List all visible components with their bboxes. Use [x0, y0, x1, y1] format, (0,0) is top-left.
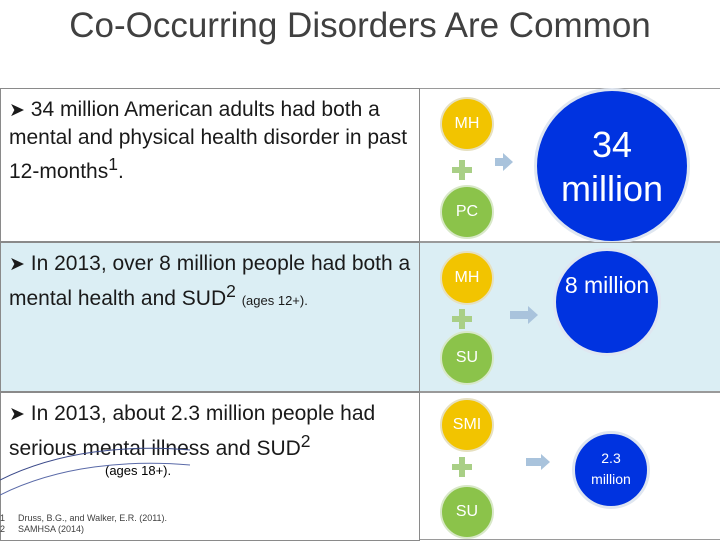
- age-note: (ages 12+).: [241, 293, 308, 308]
- plus-icon: [452, 309, 472, 329]
- arrow-bullet-icon: ➤: [9, 404, 25, 425]
- row-text-box: ➤ 34 million American adults had both a …: [0, 88, 420, 242]
- result-circle: 8 million: [553, 248, 661, 356]
- arrow-bullet-icon: ➤: [9, 254, 25, 275]
- smi-circle: SMI: [440, 398, 494, 452]
- row-mental-physical: ➤ 34 million American adults had both a …: [0, 88, 720, 244]
- pc-circle: PC: [440, 185, 494, 239]
- slide-title: Co-Occurring Disorders Are Common: [69, 6, 651, 45]
- right-arrow-icon: [495, 153, 513, 171]
- mh-circle: MH: [440, 251, 494, 305]
- mh-circle: MH: [440, 97, 494, 151]
- plus-icon: [452, 457, 472, 477]
- age-note: (ages 18+).: [105, 463, 172, 478]
- result-circle: 2.3 million: [572, 431, 650, 509]
- row-text-box: ➤ In 2013, over 8 million people had bot…: [0, 242, 420, 392]
- footnote-ref: 2: [300, 431, 311, 451]
- row-text: ➤ In 2013, over 8 million people had bot…: [9, 252, 411, 310]
- row-text: ➤ 34 million American adults had both a …: [9, 98, 408, 183]
- right-arrow-icon: [510, 306, 538, 324]
- right-arrow-icon: [526, 454, 550, 470]
- arrow-bullet-icon: ➤: [9, 100, 25, 121]
- decorative-curves: [0, 447, 191, 496]
- result-circle: 34 million: [534, 88, 690, 244]
- plus-icon: [452, 160, 472, 180]
- footnotes: 1 Druss, B.G., and Walker, E.R. (2011). 2…: [0, 513, 167, 535]
- footnote-ref: 1: [108, 154, 118, 174]
- row-mh-sud: ➤ In 2013, over 8 million people had bot…: [0, 242, 720, 392]
- footnote-ref: 2: [226, 281, 236, 301]
- footnote-1: 1 Druss, B.G., and Walker, E.R. (2011).: [0, 513, 168, 523]
- su-circle: SU: [440, 331, 494, 385]
- row-text-box: ➤ In 2013, about 2.3 million people had …: [0, 392, 420, 541]
- su-circle: SU: [440, 485, 494, 539]
- footnote-2: 2 SAMHSA (2014): [0, 524, 85, 534]
- row-smi-sud: ➤ In 2013, about 2.3 million people had …: [0, 392, 720, 541]
